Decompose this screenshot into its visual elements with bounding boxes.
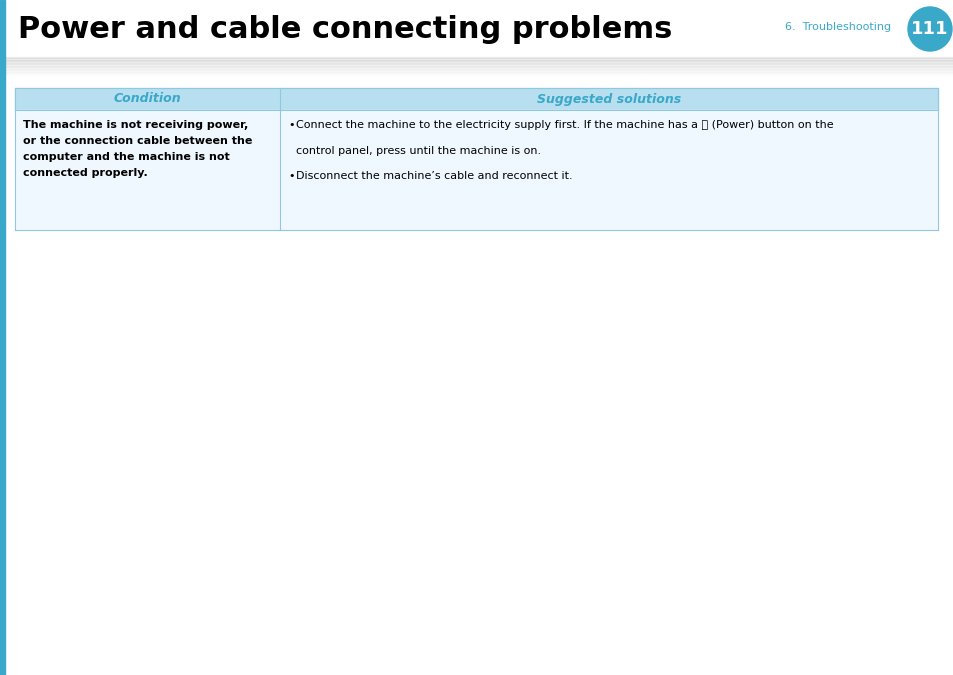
- Text: 6.  Troubleshooting: 6. Troubleshooting: [784, 22, 890, 32]
- Text: 111: 111: [910, 20, 947, 38]
- Text: •: •: [288, 120, 294, 130]
- Text: Condition: Condition: [113, 92, 181, 105]
- Text: The machine is not receiving power,: The machine is not receiving power,: [23, 120, 248, 130]
- Bar: [5, 68, 953, 70]
- Bar: [5, 59, 953, 61]
- Text: Suggested solutions: Suggested solutions: [537, 92, 680, 105]
- Text: Disconnect the machine’s cable and reconnect it.: Disconnect the machine’s cable and recon…: [295, 171, 572, 181]
- Text: Connect the machine to the electricity supply first. If the machine has a ⒣ (Pow: Connect the machine to the electricity s…: [295, 120, 833, 130]
- Text: or the connection cable between the: or the connection cable between the: [23, 136, 253, 146]
- Bar: [5, 64, 953, 65]
- Bar: [5, 61, 953, 63]
- Bar: [0, 0, 5, 675]
- Bar: [5, 65, 953, 67]
- Bar: [5, 72, 953, 73]
- Bar: [5, 57, 953, 58]
- Bar: [5, 58, 953, 59]
- Text: Power and cable connecting problems: Power and cable connecting problems: [18, 14, 672, 43]
- Text: connected properly.: connected properly.: [23, 168, 148, 178]
- Text: control panel, press until the machine is on.: control panel, press until the machine i…: [295, 146, 540, 156]
- Bar: [15, 88, 937, 110]
- Circle shape: [907, 7, 951, 51]
- Text: computer and the machine is not: computer and the machine is not: [23, 152, 230, 162]
- Bar: [5, 63, 953, 64]
- Bar: [5, 70, 953, 72]
- Bar: [5, 67, 953, 68]
- Text: •: •: [288, 171, 294, 181]
- Bar: [5, 73, 953, 74]
- Bar: [15, 110, 937, 230]
